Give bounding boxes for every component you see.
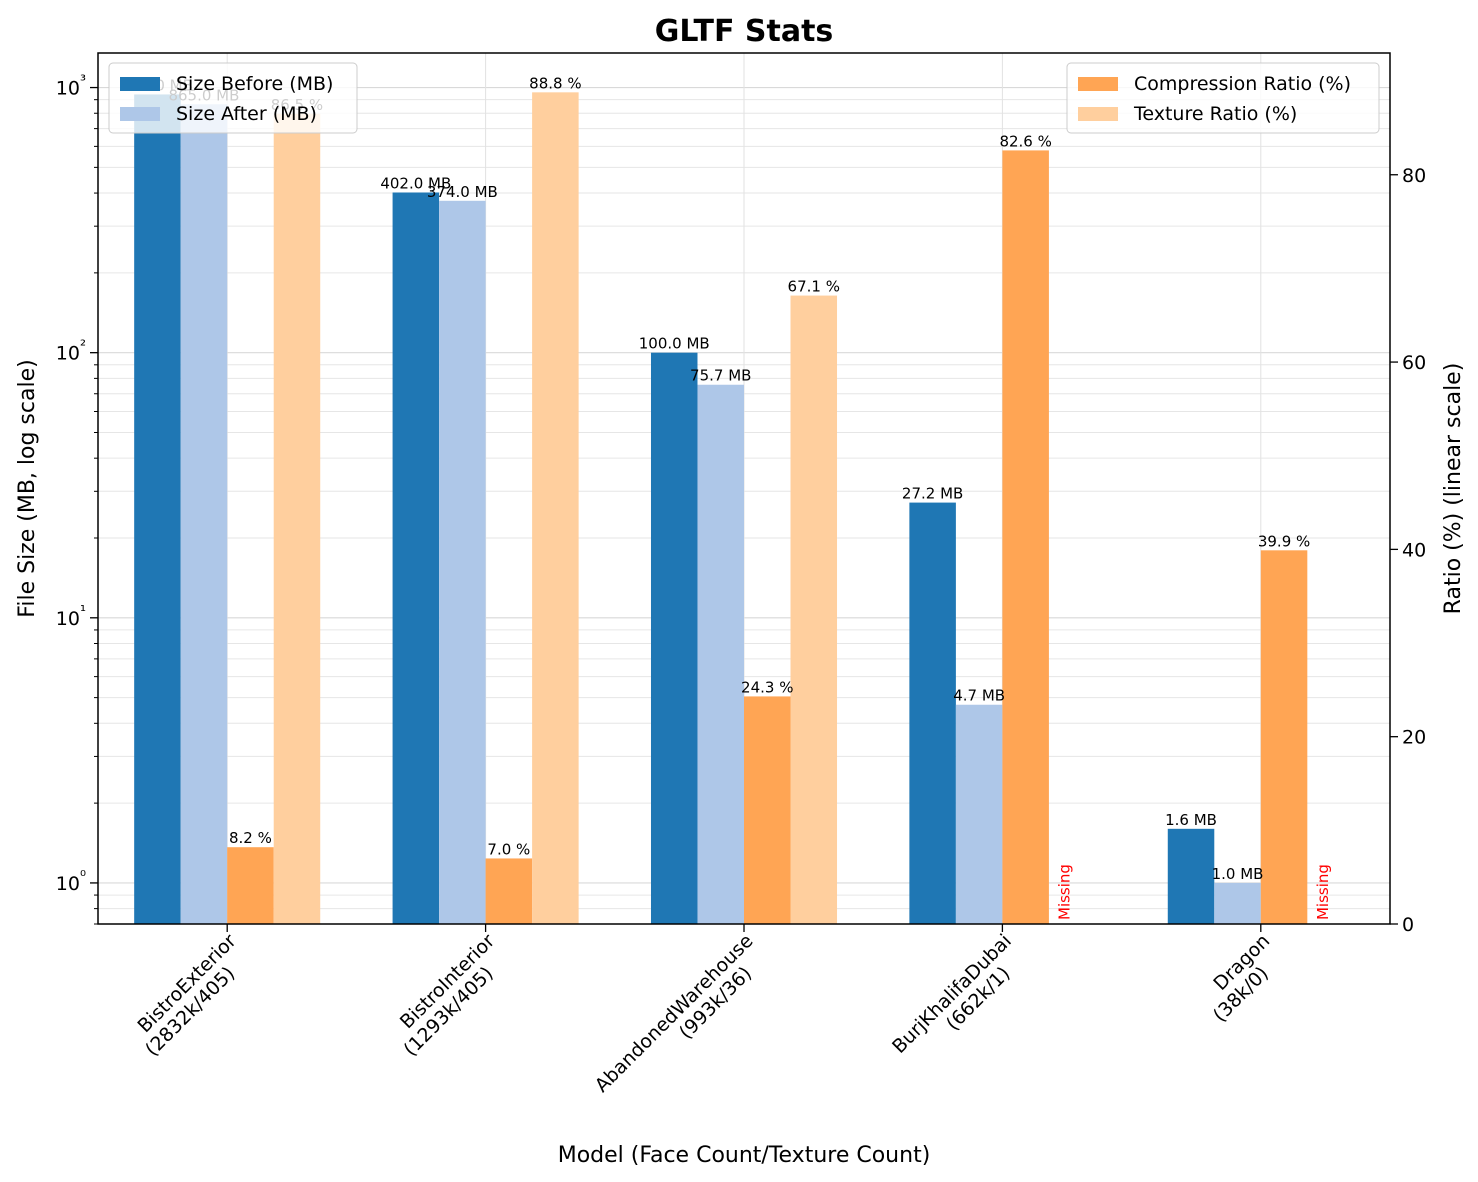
missing-label: Missing bbox=[1056, 864, 1074, 920]
bar-value-label: 1.0 MB bbox=[1212, 865, 1264, 883]
bar bbox=[227, 847, 274, 924]
bar bbox=[439, 200, 486, 924]
bar-value-label: 1.6 MB bbox=[1165, 811, 1217, 829]
bar bbox=[909, 502, 956, 924]
category-label: BistroInterior(1293k/405) bbox=[384, 930, 515, 1061]
legend-swatch bbox=[1078, 77, 1118, 91]
left-tick-label: 10³ bbox=[56, 72, 86, 100]
bar bbox=[1260, 550, 1308, 924]
bar-value-label: 4.7 MB bbox=[953, 687, 1005, 705]
right-tick-label: 60 bbox=[1402, 352, 1426, 374]
right-tick-label: 20 bbox=[1402, 727, 1426, 749]
bar-value-label: 75.7 MB bbox=[690, 367, 751, 385]
legend-layer: Size Before (MB) Size After (MB) Compressi… bbox=[108, 62, 1380, 134]
right-tick-label: 40 bbox=[1402, 539, 1426, 561]
bar-value-label: 374.0 MB bbox=[427, 183, 498, 201]
legend-box bbox=[108, 62, 358, 134]
legend-swatch bbox=[120, 77, 160, 91]
bar bbox=[532, 92, 579, 924]
bar bbox=[273, 113, 321, 924]
legend-swatch bbox=[1078, 107, 1118, 121]
category-label: BistroExterior(2832k/405) bbox=[126, 930, 257, 1061]
bar bbox=[1214, 882, 1261, 924]
bar bbox=[744, 696, 791, 924]
bar bbox=[1167, 828, 1215, 924]
legend-entry-label: Compression Ratio (%) bbox=[1134, 73, 1351, 95]
bars-layer bbox=[134, 92, 1308, 925]
bar-value-label: 24.3 % bbox=[741, 678, 793, 696]
bar bbox=[955, 704, 1003, 924]
bar-value-label: 82.6 % bbox=[999, 132, 1051, 150]
left-tick-label: 10¹ bbox=[56, 602, 86, 630]
bar bbox=[790, 295, 838, 924]
legend-entry-label: Texture Ratio (%) bbox=[1133, 103, 1297, 125]
bar bbox=[650, 352, 698, 924]
legend-entry-label: Size After (MB) bbox=[176, 103, 317, 125]
bar bbox=[697, 384, 744, 924]
bar-value-label: 67.1 % bbox=[788, 278, 840, 296]
legend-swatch bbox=[120, 107, 160, 121]
category-label: AbandonedWarehouse(993k/36) bbox=[591, 930, 773, 1112]
bar-value-label: 7.0 % bbox=[487, 840, 530, 858]
bar-value-label: 8.2 % bbox=[229, 829, 272, 847]
bar-value-label: 402.0 MB bbox=[380, 174, 451, 192]
bar bbox=[1002, 150, 1049, 924]
legend-box bbox=[1066, 62, 1380, 134]
missing-label: Missing bbox=[1314, 864, 1332, 920]
right-tick-label: 80 bbox=[1402, 165, 1426, 187]
category-label: BurjKhalifaDubai(662k/1) bbox=[888, 930, 1031, 1073]
x-axis-label: Model (Face Count/Texture Count) bbox=[558, 1143, 931, 1168]
category-label: Dragon(38k/0) bbox=[1193, 930, 1290, 1027]
chart-title: GLTF Stats bbox=[655, 14, 834, 49]
bar-value-label: 27.2 MB bbox=[902, 485, 963, 503]
bar-value-label: 88.8 % bbox=[529, 74, 581, 92]
y-axis-left-label: File Size (MB, log scale) bbox=[15, 359, 40, 617]
bar-value-label: 100.0 MB bbox=[639, 335, 710, 353]
bar bbox=[134, 94, 181, 925]
bar bbox=[392, 192, 440, 924]
right-tick-label: 0 bbox=[1402, 914, 1414, 936]
left-tick-label: 10⁰ bbox=[56, 867, 86, 895]
bar bbox=[180, 104, 228, 924]
bar bbox=[485, 858, 533, 924]
bar-value-label: 39.9 % bbox=[1258, 532, 1310, 550]
left-tick-label: 10² bbox=[56, 337, 86, 365]
y-axis-right-label: Ratio (%) (linear scale) bbox=[1441, 363, 1466, 615]
legend-entry-label: Size Before (MB) bbox=[176, 73, 333, 95]
